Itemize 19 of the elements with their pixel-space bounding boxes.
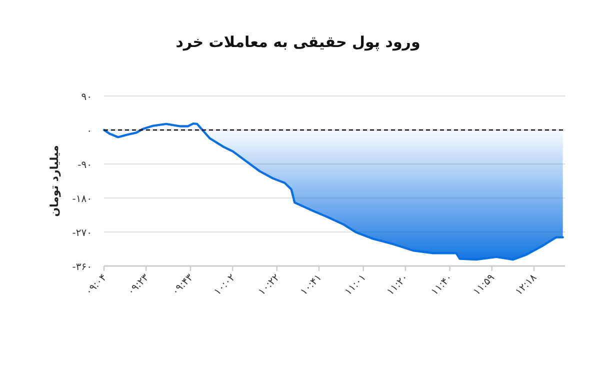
y-tick-label: -۹۰: [78, 160, 92, 171]
x-tick-label: ۱۱:۴۰: [430, 272, 455, 298]
x-tick-label: ۰۹:۴۳: [170, 272, 196, 298]
y-tick-label: -۱۸۰: [72, 194, 92, 205]
x-tick-label: ۱۲:۱۸: [514, 272, 540, 298]
y-tick-label: -۲۷۰: [72, 228, 92, 239]
y-tick-label: -۳۶۰: [72, 262, 92, 273]
chart-title: ورود پول حقیقی به معاملات خرد: [176, 33, 420, 51]
x-tick-label: ۱۰:۲۲: [256, 272, 282, 298]
x-tick-label: ۱۱:۵۹: [472, 272, 497, 298]
x-tick-label: ۰۹:۰۴: [84, 272, 110, 298]
y-tick-label: ۰: [86, 126, 92, 137]
x-tick-label: ۱۱:۰۱: [343, 272, 368, 298]
x-tick-label: ۱۱:۲۰: [385, 272, 411, 298]
x-tick-label: ۱۰:۰۲: [212, 272, 238, 298]
x-tick-label: ۰۹:۲۳: [126, 272, 152, 298]
y-axis-title: میلیارد تومان: [48, 145, 61, 217]
y-tick-label: ۹۰: [81, 92, 92, 103]
x-tick-label: ۱۰:۴۱: [298, 272, 324, 298]
